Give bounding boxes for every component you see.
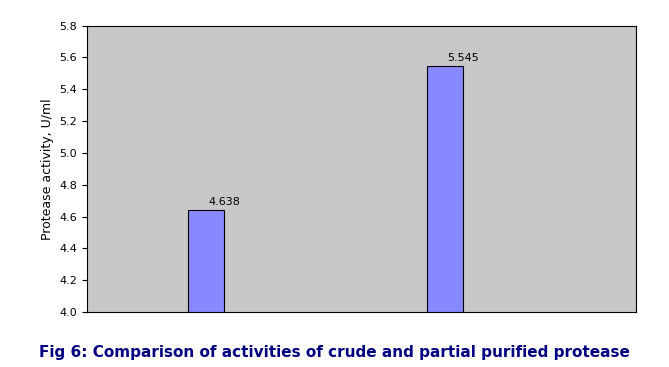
Bar bbox=[189, 211, 224, 367]
Y-axis label: Protease activity, U/ml: Protease activity, U/ml bbox=[41, 98, 54, 240]
Text: Fig 6: Comparison of activities of crude and partial purified protease: Fig 6: Comparison of activities of crude… bbox=[39, 345, 630, 360]
Text: 5.545: 5.545 bbox=[447, 53, 478, 63]
Text: 4.638: 4.638 bbox=[208, 197, 240, 207]
Bar bbox=[427, 66, 463, 367]
